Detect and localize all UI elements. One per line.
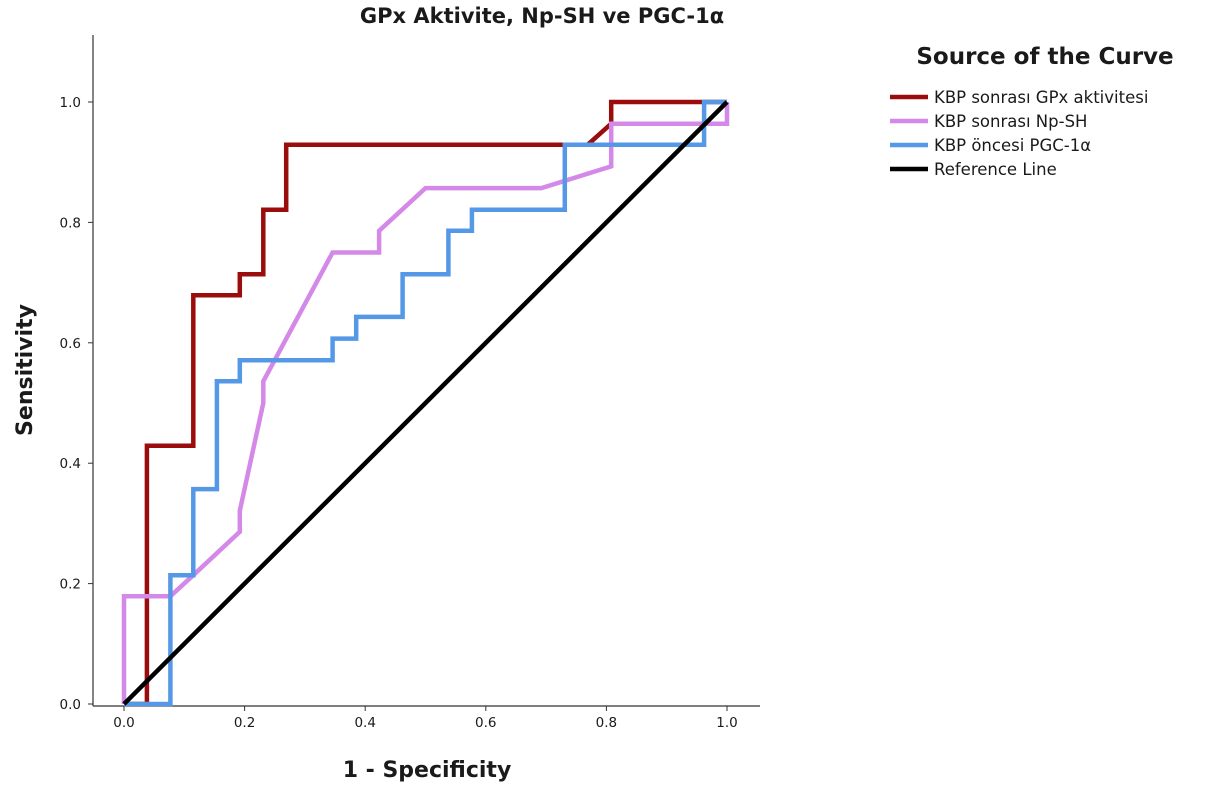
legend: Source of the Curve KBP sonrası GPx akti… <box>890 44 1174 179</box>
x-tick-label: 0.6 <box>475 715 496 731</box>
y-axis-ticks: 0.0 0.2 0.4 0.6 0.8 1.0 <box>60 95 93 713</box>
curve-pgc-1a <box>124 99 727 707</box>
x-tick-label: 0.0 <box>113 715 134 731</box>
y-tick-label: 1.0 <box>60 95 81 111</box>
x-tick-label: 1.0 <box>716 715 737 731</box>
legend-entry-label: KBP sonrası GPx aktivitesi <box>934 88 1148 107</box>
legend-items: KBP sonrası GPx aktivitesi KBP sonrası Np… <box>890 88 1148 179</box>
y-axis-label: Sensitivity <box>13 304 38 436</box>
chart-title: GPx Aktivite, Np-SH ve PGC-1α <box>360 4 724 28</box>
x-axis-label: 1 - Specificity <box>343 758 512 783</box>
y-tick-label: 0.0 <box>60 697 81 713</box>
y-tick-label: 0.8 <box>60 215 81 231</box>
roc-curves <box>121 99 730 707</box>
x-tick-label: 0.2 <box>234 715 255 731</box>
plot-frame <box>92 35 760 707</box>
x-axis-ticks: 0.0 0.2 0.4 0.6 0.8 1.0 <box>113 706 738 731</box>
y-tick-label: 0.6 <box>60 336 81 352</box>
reference-line <box>122 100 729 706</box>
legend-entry-label: Reference Line <box>934 160 1057 179</box>
x-tick-label: 0.8 <box>596 715 617 731</box>
y-tick-label: 0.4 <box>60 456 81 472</box>
legend-entry-label: KBP sonrası Np-SH <box>934 112 1087 131</box>
curve-gpx-activity <box>124 99 727 707</box>
x-tick-label: 0.4 <box>354 715 375 731</box>
legend-title: Source of the Curve <box>916 44 1173 70</box>
curve-np-sh <box>121 102 730 704</box>
y-tick-label: 0.2 <box>60 577 81 593</box>
legend-entry-label: KBP öncesi PGC-1α <box>934 136 1091 155</box>
